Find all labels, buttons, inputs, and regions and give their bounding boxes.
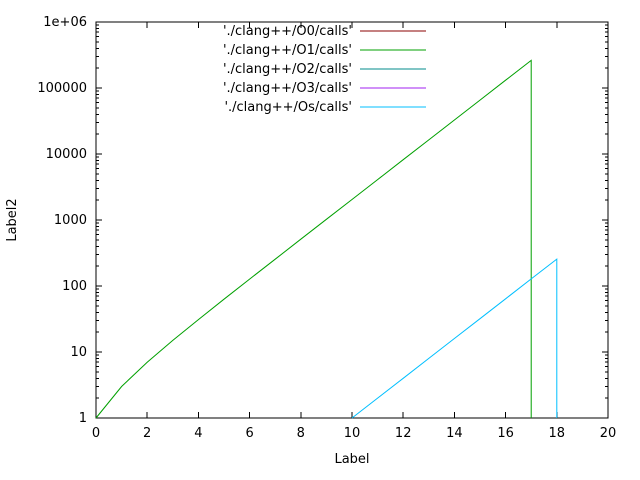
x-tick-label: 4 [194,426,202,441]
x-tick-label: 18 [549,426,566,441]
y-tick-label: 1e+06 [43,15,87,30]
x-tick-label: 10 [344,426,361,441]
y-axis-ticks: 1 10 100 1000 10000 100000 1e+06 [37,15,608,426]
y-tick-label: 100000 [37,81,87,96]
legend: './clang++/O0/calls' './clang++/O1/calls'… [223,24,426,115]
legend-label: './clang++/Os/calls' [224,100,352,115]
x-tick-label: 6 [245,426,253,441]
x-tick-label: 14 [446,426,463,441]
x-tick-label: 16 [497,426,514,441]
x-tick-label: 0 [92,426,100,441]
legend-label: './clang++/O3/calls' [223,81,352,96]
x-tick-label: 2 [143,426,151,441]
x-axis-ticks: 0 2 4 6 8 10 12 14 16 18 20 [92,22,616,441]
legend-label: './clang++/O1/calls' [223,43,352,58]
y-tick-label: 1 [79,411,87,426]
data-series [95,59,558,419]
y-tick-label: 100 [62,279,87,294]
y-tick-label: 10 [70,345,87,360]
x-tick-label: 12 [395,426,412,441]
x-axis-label: Label [334,452,369,467]
x-tick-label: 8 [297,426,305,441]
x-tick-label: 20 [600,426,617,441]
y-axis-label: Label2 [5,198,20,241]
legend-label: './clang++/O0/calls' [223,24,352,39]
series-line-1 [95,59,532,419]
series-line-4 [351,258,558,419]
y-tick-label: 10000 [46,147,87,162]
legend-label: './clang++/O2/calls' [223,62,352,77]
y-tick-label: 1000 [54,213,87,228]
